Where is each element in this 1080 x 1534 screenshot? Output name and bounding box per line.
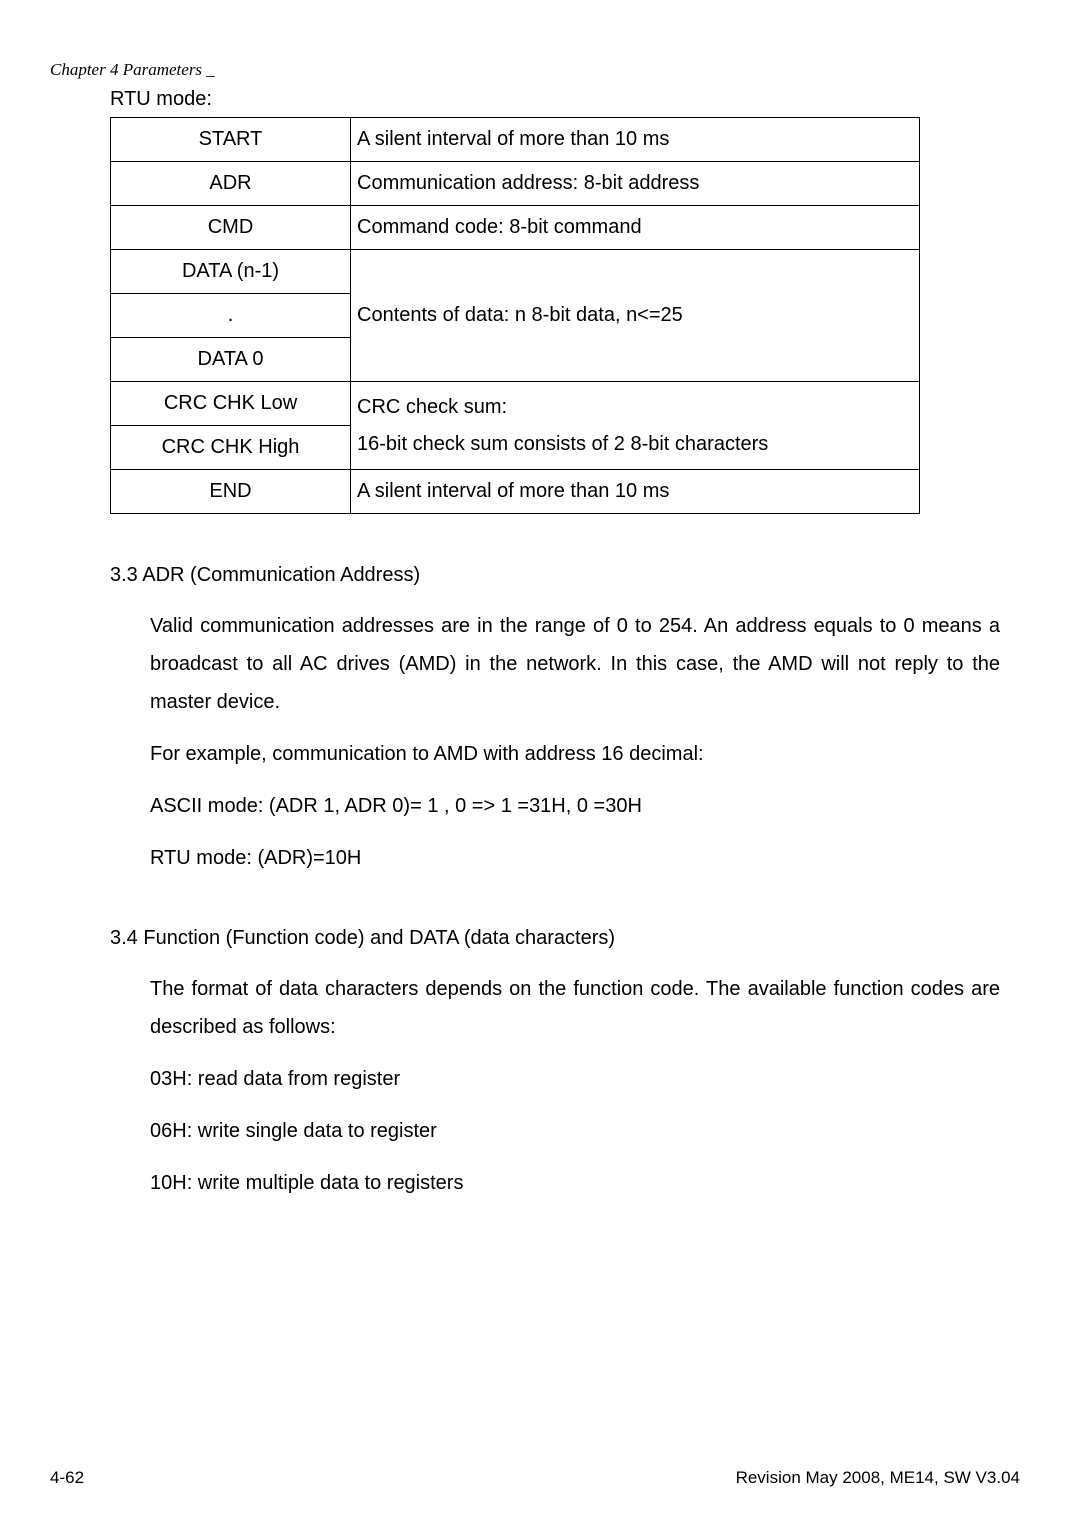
table-row: END A silent interval of more than 10 ms <box>111 470 920 514</box>
cell-label: START <box>111 118 351 162</box>
page-footer: 4-62 Revision May 2008, ME14, SW V3.04 <box>50 1468 1020 1488</box>
table-row: CRC CHK Low CRC check sum: 16-bit check … <box>111 382 920 426</box>
cell-label: END <box>111 470 351 514</box>
cell-label: ADR <box>111 162 351 206</box>
rtu-mode-label: RTU mode: <box>110 88 1020 111</box>
section-3-3-p1: Valid communication addresses are in the… <box>150 607 1000 721</box>
cell-label: . <box>111 294 351 338</box>
cell-desc: A silent interval of more than 10 ms <box>351 470 920 514</box>
cell-label: DATA 0 <box>111 338 351 382</box>
section-3-3-p3: ASCII mode: (ADR 1, ADR 0)= 1 , 0 => 1 =… <box>150 787 1000 825</box>
cell-desc: CRC check sum: 16-bit check sum consists… <box>351 382 920 470</box>
section-3-4-p1: The format of data characters depends on… <box>150 970 1000 1046</box>
crc-line1: CRC check sum: <box>357 396 911 419</box>
table-row: CMD Command code: 8-bit command <box>111 206 920 250</box>
footer-revision: Revision May 2008, ME14, SW V3.04 <box>736 1468 1020 1488</box>
crc-line2: 16-bit check sum consists of 2 8-bit cha… <box>357 433 911 456</box>
table-row: ADR Communication address: 8-bit address <box>111 162 920 206</box>
cell-desc: Contents of data: n 8-bit data, n<=25 <box>351 250 920 382</box>
table-row: DATA (n-1) Contents of data: n 8-bit dat… <box>111 250 920 294</box>
cell-label: CRC CHK High <box>111 426 351 470</box>
chapter-header: Chapter 4 Parameters _ <box>50 60 1020 80</box>
table-row: START A silent interval of more than 10 … <box>111 118 920 162</box>
cell-label: DATA (n-1) <box>111 250 351 294</box>
section-3-4-p2: 03H: read data from register <box>150 1060 1000 1098</box>
section-3-4-p3: 06H: write single data to register <box>150 1112 1000 1150</box>
section-3-4-heading: 3.4 Function (Function code) and DATA (d… <box>110 927 1020 950</box>
cell-desc: A silent interval of more than 10 ms <box>351 118 920 162</box>
section-3-3-p4: RTU mode: (ADR)=10H <box>150 839 1000 877</box>
section-3-3-p2: For example, communication to AMD with a… <box>150 735 1000 773</box>
cell-desc: Command code: 8-bit command <box>351 206 920 250</box>
footer-page-number: 4-62 <box>50 1468 84 1488</box>
rtu-mode-table: START A silent interval of more than 10 … <box>110 117 920 514</box>
cell-desc: Communication address: 8-bit address <box>351 162 920 206</box>
section-3-4-p4: 10H: write multiple data to registers <box>150 1164 1000 1202</box>
cell-label: CMD <box>111 206 351 250</box>
cell-label: CRC CHK Low <box>111 382 351 426</box>
section-3-3-heading: 3.3 ADR (Communication Address) <box>110 564 1020 587</box>
